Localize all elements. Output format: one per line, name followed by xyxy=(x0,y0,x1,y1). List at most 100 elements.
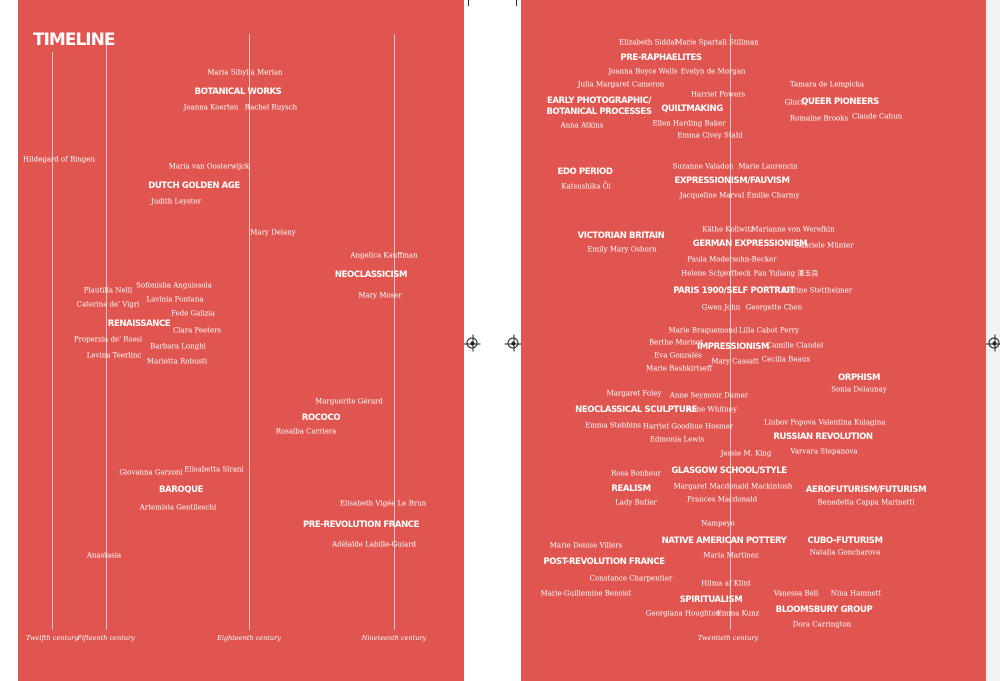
artist-label: Cecilia Beaux xyxy=(761,355,811,364)
century-line xyxy=(249,34,250,630)
artist-label: Margaret Macdonald Mackintosh xyxy=(673,482,793,491)
artist-label: Helene Schjerfbeck xyxy=(681,269,751,278)
movement-label: BOTANICAL WORKS xyxy=(194,86,282,97)
century-label: Twelfth century xyxy=(25,633,79,642)
artist-label: Emma Kunz xyxy=(716,609,760,618)
artist-label: Dora Carrington xyxy=(792,620,852,629)
artist-label: Rosa Bonheur xyxy=(611,469,661,478)
crop-mark xyxy=(468,0,469,6)
movement-label: EARLY PHOTOGRAPHIC/ xyxy=(546,95,652,106)
artist-label: Benedetta Cappa Marinetti xyxy=(817,498,915,507)
movement-label: BLOOMSBURY GROUP xyxy=(775,604,873,615)
artist-label: Lilla Cabot Perry xyxy=(738,326,800,335)
artist-label: Paula Modersohn-Becker xyxy=(687,255,777,264)
artist-label: Angelica Kauffman xyxy=(350,251,418,260)
artist-label: Maria Martinez xyxy=(703,551,759,560)
movement-label: CUBO-FUTURISM xyxy=(807,535,883,546)
artist-label: Tamara de Lempicka xyxy=(789,80,865,89)
movement-label: AEROFUTURISM/FUTURISM xyxy=(805,484,927,495)
artist-label: Emily Mary Osborn xyxy=(587,245,657,254)
artist-label: Lavinia Fontana xyxy=(146,295,204,304)
movement-label: QUEER PIONEERS xyxy=(801,96,879,107)
movement-label: NATIVE AMERICAN POTTERY xyxy=(661,535,787,546)
artist-label: Käthe Kollwitz xyxy=(702,225,754,234)
artist-label: Liubov Popova xyxy=(764,418,816,427)
artist-label: Jessie M. King xyxy=(720,449,772,458)
artist-label: Elisabetta Sirani xyxy=(184,465,244,474)
artist-label: Barbara Longhi xyxy=(150,342,206,351)
artist-label: Vanessa Bell xyxy=(773,589,819,598)
movement-label: PRE-REVOLUTION FRANCE xyxy=(302,519,420,530)
artist-label: Harriet Powers xyxy=(690,90,746,99)
century-label: Twentieth century xyxy=(697,633,759,642)
artist-label: Maria Sibylla Merian xyxy=(207,68,283,77)
artist-label: Joanna Koerten xyxy=(183,103,239,112)
artist-label: Émilie Charmy xyxy=(746,191,800,200)
artist-label: Edmonia Lewis xyxy=(649,435,705,444)
artist-label: Mary Delany xyxy=(250,228,296,237)
century-line xyxy=(52,52,53,630)
century-line xyxy=(730,34,731,630)
artist-label: Pan Yuliang 潘玉良 xyxy=(753,269,819,278)
artist-label: Levina Teerlinc xyxy=(86,351,142,360)
artist-label: Katsushika Ōi xyxy=(561,182,611,191)
artist-label: Jacqueline Marval xyxy=(679,191,745,200)
left-page xyxy=(18,0,464,681)
movement-label: NEOCLASSICISM xyxy=(334,269,408,280)
artist-label: Nampeyo xyxy=(701,519,735,528)
movement-label: POST-REVOLUTION FRANCE xyxy=(543,556,665,567)
artist-label: Gwen John xyxy=(701,303,741,312)
artist-label: Marie Bashkirtseff xyxy=(645,364,713,373)
artist-label: Rachel Ruysch xyxy=(244,103,298,112)
artist-label: Frances Macdonald xyxy=(686,495,758,504)
artist-label: Elisabeth Vigée Le Brun xyxy=(339,499,427,508)
artist-label: Georgiana Houghton xyxy=(645,609,721,618)
artist-label: Harriet Goodhue Hosmer xyxy=(642,422,734,431)
movement-label: EDO PERIOD xyxy=(557,166,613,177)
artist-label: Georgette Chen xyxy=(745,303,803,312)
artist-label: Marguerite Gérard xyxy=(315,397,383,406)
artist-label: Camille Claudel xyxy=(766,341,824,350)
movement-label: PARIS 1900/SELF PORTRAIT xyxy=(673,285,795,296)
movement-label: BAROQUE xyxy=(159,484,203,495)
artist-label: Gabriele Münter xyxy=(794,241,854,250)
century-label: Nineteenth century xyxy=(361,633,427,642)
artist-label: Hilma af Klint xyxy=(701,579,751,588)
artist-label: Eva Gonzalès xyxy=(654,351,702,360)
artist-label: Berthe Morisot xyxy=(649,338,703,347)
artist-label: Sonia Delaunay xyxy=(831,385,887,394)
movement-label: RENAISSANCE xyxy=(107,318,171,329)
artist-label: Natalia Goncharova xyxy=(809,548,881,557)
artist-label: Emma Civey Stahl xyxy=(677,131,743,140)
movement-label: IMPRESSIONISM xyxy=(696,341,770,352)
artist-label: Lady Butler xyxy=(615,498,657,507)
artist-label: Anna Atkins xyxy=(560,121,604,130)
movement-label: RUSSIAN REVOLUTION xyxy=(773,431,873,442)
artist-label: Hildegard of Bingen xyxy=(23,155,95,164)
movement-label: EXPRESSIONISM/FAUVISM xyxy=(674,175,790,186)
artist-label: Valentina Kulagina xyxy=(818,418,886,427)
artist-label: Varvara Stepanova xyxy=(790,447,858,456)
registration-mark-icon xyxy=(504,334,522,352)
artist-label: Marietta Robusti xyxy=(146,357,208,366)
artist-label: Claude Cahun xyxy=(851,112,903,121)
artist-label: Maria van Oosterwijck xyxy=(168,162,250,171)
artist-label: Marie-Guillemine Benoist xyxy=(540,589,632,598)
right-page xyxy=(521,0,986,681)
century-label: Fifteenth century xyxy=(77,633,135,642)
crop-mark xyxy=(516,0,517,6)
artist-label: Anne Seymour Damer xyxy=(669,391,749,400)
artist-label: Judith Leyster xyxy=(150,197,202,206)
artist-label: Marie Spartali Stillman xyxy=(675,38,759,47)
artist-label: Elizabeth Siddal xyxy=(618,38,678,47)
artist-label: Suzanne Valadon xyxy=(672,162,734,171)
artist-label: Artemisia Gentileschi xyxy=(139,503,217,512)
movement-label: DUTCH GOLDEN AGE xyxy=(148,180,240,191)
artist-label: Florine Stettheimer xyxy=(781,286,853,295)
movement-label: ORPHISM xyxy=(837,372,881,383)
artist-label: Ellen Harding Baker xyxy=(652,119,726,128)
artist-label: Julia Margaret Cameron xyxy=(577,80,665,89)
movement-label: ROCOCO xyxy=(301,412,341,423)
artist-label: Anastasia xyxy=(86,551,122,560)
century-line xyxy=(106,34,107,630)
